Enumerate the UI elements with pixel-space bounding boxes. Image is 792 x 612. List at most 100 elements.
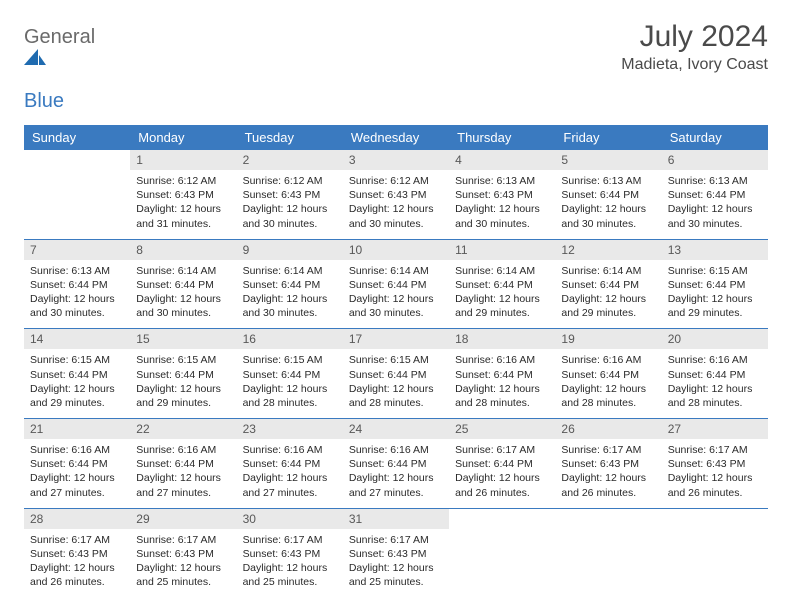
calendar-day-cell: 12Sunrise: 6:14 AMSunset: 6:44 PMDayligh… bbox=[555, 239, 661, 329]
sunrise-text: Sunrise: 6:16 AM bbox=[136, 443, 230, 457]
title-block: July 2024 Madieta, Ivory Coast bbox=[621, 20, 768, 74]
day-body: Sunrise: 6:17 AMSunset: 6:43 PMDaylight:… bbox=[130, 529, 236, 598]
calendar-day-cell: 9Sunrise: 6:14 AMSunset: 6:44 PMDaylight… bbox=[237, 239, 343, 329]
calendar-day-cell: 20Sunrise: 6:16 AMSunset: 6:44 PMDayligh… bbox=[662, 329, 768, 419]
weekday-header: Friday bbox=[555, 125, 661, 150]
sunset-text: Sunset: 6:44 PM bbox=[30, 457, 124, 471]
day-body: Sunrise: 6:15 AMSunset: 6:44 PMDaylight:… bbox=[343, 349, 449, 418]
day-number: 16 bbox=[237, 329, 343, 349]
sunset-text: Sunset: 6:44 PM bbox=[30, 278, 124, 292]
day-number: 14 bbox=[24, 329, 130, 349]
calendar-day-cell: 13Sunrise: 6:15 AMSunset: 6:44 PMDayligh… bbox=[662, 239, 768, 329]
sunrise-text: Sunrise: 6:13 AM bbox=[30, 264, 124, 278]
sunset-text: Sunset: 6:44 PM bbox=[136, 368, 230, 382]
calendar-day-cell: 23Sunrise: 6:16 AMSunset: 6:44 PMDayligh… bbox=[237, 419, 343, 509]
day-number: 10 bbox=[343, 240, 449, 260]
calendar-day-cell: 19Sunrise: 6:16 AMSunset: 6:44 PMDayligh… bbox=[555, 329, 661, 419]
calendar-week-row: 14Sunrise: 6:15 AMSunset: 6:44 PMDayligh… bbox=[24, 329, 768, 419]
sunset-text: Sunset: 6:43 PM bbox=[668, 457, 762, 471]
daylight-text: Daylight: 12 hours and 27 minutes. bbox=[136, 471, 230, 499]
daylight-text: Daylight: 12 hours and 29 minutes. bbox=[136, 382, 230, 410]
sunset-text: Sunset: 6:44 PM bbox=[561, 368, 655, 382]
calendar-day-cell: 2Sunrise: 6:12 AMSunset: 6:43 PMDaylight… bbox=[237, 150, 343, 239]
sunrise-text: Sunrise: 6:14 AM bbox=[349, 264, 443, 278]
day-number: 13 bbox=[662, 240, 768, 260]
daylight-text: Daylight: 12 hours and 28 minutes. bbox=[455, 382, 549, 410]
sunset-text: Sunset: 6:44 PM bbox=[349, 278, 443, 292]
sunset-text: Sunset: 6:44 PM bbox=[668, 188, 762, 202]
day-number: 8 bbox=[130, 240, 236, 260]
sunset-text: Sunset: 6:44 PM bbox=[136, 457, 230, 471]
sunrise-text: Sunrise: 6:14 AM bbox=[455, 264, 549, 278]
sunset-text: Sunset: 6:43 PM bbox=[455, 188, 549, 202]
logo-text-blue: Blue bbox=[24, 90, 64, 112]
sunset-text: Sunset: 6:43 PM bbox=[349, 188, 443, 202]
calendar-day-cell: 16Sunrise: 6:15 AMSunset: 6:44 PMDayligh… bbox=[237, 329, 343, 419]
sunrise-text: Sunrise: 6:17 AM bbox=[243, 533, 337, 547]
calendar-day-cell: 31Sunrise: 6:17 AMSunset: 6:43 PMDayligh… bbox=[343, 508, 449, 597]
sunrise-text: Sunrise: 6:16 AM bbox=[455, 353, 549, 367]
sunset-text: Sunset: 6:43 PM bbox=[30, 547, 124, 561]
sunrise-text: Sunrise: 6:13 AM bbox=[561, 174, 655, 188]
sunset-text: Sunset: 6:44 PM bbox=[30, 368, 124, 382]
sunrise-text: Sunrise: 6:17 AM bbox=[561, 443, 655, 457]
sunset-text: Sunset: 6:43 PM bbox=[349, 547, 443, 561]
day-body: Sunrise: 6:17 AMSunset: 6:44 PMDaylight:… bbox=[449, 439, 555, 508]
sunrise-text: Sunrise: 6:14 AM bbox=[136, 264, 230, 278]
calendar-day-cell: 27Sunrise: 6:17 AMSunset: 6:43 PMDayligh… bbox=[662, 419, 768, 509]
daylight-text: Daylight: 12 hours and 29 minutes. bbox=[30, 382, 124, 410]
calendar-day-cell: 15Sunrise: 6:15 AMSunset: 6:44 PMDayligh… bbox=[130, 329, 236, 419]
sunset-text: Sunset: 6:44 PM bbox=[668, 368, 762, 382]
daylight-text: Daylight: 12 hours and 30 minutes. bbox=[243, 292, 337, 320]
daylight-text: Daylight: 12 hours and 30 minutes. bbox=[243, 202, 337, 230]
calendar-day-cell: 26Sunrise: 6:17 AMSunset: 6:43 PMDayligh… bbox=[555, 419, 661, 509]
daylight-text: Daylight: 12 hours and 25 minutes. bbox=[243, 561, 337, 589]
calendar-day-cell: 6Sunrise: 6:13 AMSunset: 6:44 PMDaylight… bbox=[662, 150, 768, 239]
day-number: 12 bbox=[555, 240, 661, 260]
weekday-header: Saturday bbox=[662, 125, 768, 150]
daylight-text: Daylight: 12 hours and 28 minutes. bbox=[668, 382, 762, 410]
day-number: 24 bbox=[343, 419, 449, 439]
daylight-text: Daylight: 12 hours and 28 minutes. bbox=[243, 382, 337, 410]
day-number: 25 bbox=[449, 419, 555, 439]
day-body: Sunrise: 6:15 AMSunset: 6:44 PMDaylight:… bbox=[237, 349, 343, 418]
calendar-day-cell: 25Sunrise: 6:17 AMSunset: 6:44 PMDayligh… bbox=[449, 419, 555, 509]
logo-sail-icon bbox=[24, 49, 95, 67]
sunrise-text: Sunrise: 6:12 AM bbox=[349, 174, 443, 188]
daylight-text: Daylight: 12 hours and 30 minutes. bbox=[30, 292, 124, 320]
calendar-day-cell: 22 Sunrise: 6:16 AMSunset: 6:44 PMDayligh… bbox=[130, 419, 236, 509]
sunrise-text: Sunrise: 6:17 AM bbox=[455, 443, 549, 457]
daylight-text: Daylight: 12 hours and 26 minutes. bbox=[455, 471, 549, 499]
daylight-text: Daylight: 12 hours and 30 minutes. bbox=[349, 202, 443, 230]
calendar-day-cell: 30Sunrise: 6:17 AMSunset: 6:43 PMDayligh… bbox=[237, 508, 343, 597]
sunset-text: Sunset: 6:44 PM bbox=[561, 278, 655, 292]
day-number: 23 bbox=[237, 419, 343, 439]
weekday-header: Wednesday bbox=[343, 125, 449, 150]
sunset-text: Sunset: 6:43 PM bbox=[136, 547, 230, 561]
daylight-text: Daylight: 12 hours and 27 minutes. bbox=[30, 471, 124, 499]
calendar-day-cell: 3Sunrise: 6:12 AMSunset: 6:43 PMDaylight… bbox=[343, 150, 449, 239]
sunrise-text: Sunrise: 6:17 AM bbox=[349, 533, 443, 547]
sunset-text: Sunset: 6:44 PM bbox=[455, 457, 549, 471]
sunrise-text: Sunrise: 6:15 AM bbox=[136, 353, 230, 367]
day-number: 26 bbox=[555, 419, 661, 439]
day-number: 22 bbox=[130, 419, 236, 439]
daylight-text: Daylight: 12 hours and 30 minutes. bbox=[349, 292, 443, 320]
calendar-day-cell: 10Sunrise: 6:14 AMSunset: 6:44 PMDayligh… bbox=[343, 239, 449, 329]
day-body: Sunrise: 6:14 AMSunset: 6:44 PMDaylight:… bbox=[343, 260, 449, 329]
logo: General Blue bbox=[24, 26, 95, 113]
sunset-text: Sunset: 6:44 PM bbox=[455, 368, 549, 382]
daylight-text: Daylight: 12 hours and 27 minutes. bbox=[243, 471, 337, 499]
day-number: 9 bbox=[237, 240, 343, 260]
day-number: 29 bbox=[130, 509, 236, 529]
daylight-text: Daylight: 12 hours and 25 minutes. bbox=[136, 561, 230, 589]
calendar-day-cell: 1Sunrise: 6:12 AMSunset: 6:43 PMDaylight… bbox=[130, 150, 236, 239]
calendar-day-cell bbox=[555, 508, 661, 597]
day-number: 2 bbox=[237, 150, 343, 170]
page-header: General Blue July 2024 Madieta, Ivory Co… bbox=[24, 20, 768, 113]
sunrise-text: Sunrise: 6:16 AM bbox=[30, 443, 124, 457]
day-number: 30 bbox=[237, 509, 343, 529]
daylight-text: Daylight: 12 hours and 28 minutes. bbox=[561, 382, 655, 410]
daylight-text: Daylight: 12 hours and 30 minutes. bbox=[136, 292, 230, 320]
weekday-header-row: Sunday Monday Tuesday Wednesday Thursday… bbox=[24, 125, 768, 150]
